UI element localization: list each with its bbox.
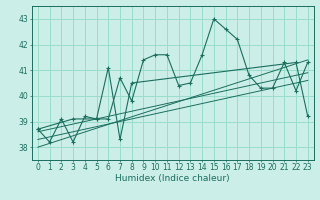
X-axis label: Humidex (Indice chaleur): Humidex (Indice chaleur) bbox=[116, 174, 230, 183]
